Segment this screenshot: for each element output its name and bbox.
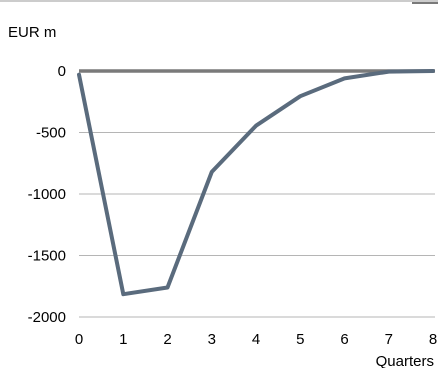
x-tick-label: 8 (429, 331, 437, 348)
x-tick-label: 7 (385, 331, 393, 348)
x-tick-label: 3 (208, 331, 216, 348)
y-tick-labels: 0 -500 -1000 -1500 -2000 (28, 63, 66, 326)
x-tick-label: 1 (119, 331, 127, 348)
x-tick-label: 5 (296, 331, 304, 348)
x-tick-label: 2 (163, 331, 171, 348)
y-tick-label: -1000 (28, 186, 66, 203)
y-tick-label: -1500 (28, 248, 66, 265)
y-axis-label: EUR m (8, 24, 56, 41)
series-lines (77, 69, 435, 297)
y-tick-label: -2000 (28, 309, 66, 326)
y-tick-label: -500 (36, 125, 66, 142)
y-tick-label: 0 (58, 63, 66, 80)
x-tick-labels: 0 1 2 3 4 5 6 7 8 (75, 331, 437, 348)
series-line (77, 69, 435, 297)
x-tick-label: 0 (75, 331, 83, 348)
gridlines (79, 69, 435, 318)
x-axis-label: Quarters (376, 353, 434, 368)
x-tick-label: 4 (252, 331, 260, 348)
x-tick-label: 6 (340, 331, 348, 348)
